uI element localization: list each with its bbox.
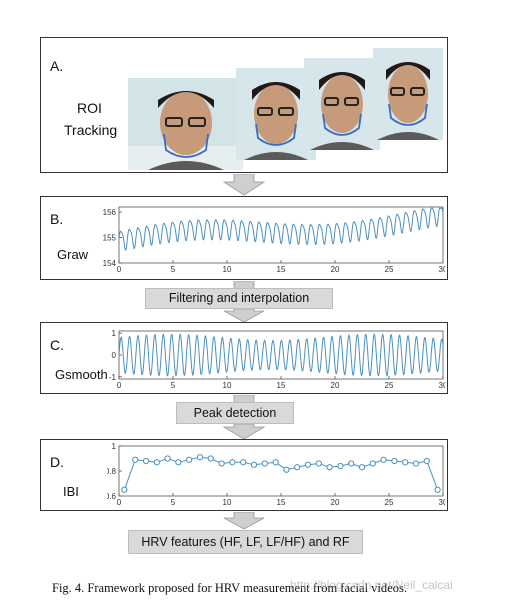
step-peak-detection: Peak detection [176, 402, 294, 424]
ibi-point [175, 459, 182, 466]
graw-chart: 0 5 10 15 20 25 30 154 155 156 [103, 206, 445, 274]
gsmooth-y-tick-label: -1 [109, 373, 117, 382]
ibi-point [423, 457, 430, 465]
graw-x-tick-label: 10 [223, 265, 232, 274]
panel-graw: B. Graw 0 5 10 15 20 25 30 154 155 156 [40, 196, 448, 280]
ibi-point [207, 455, 214, 462]
ibi-point [229, 459, 236, 466]
ibi-point [196, 454, 204, 461]
ibi-point [132, 456, 139, 463]
panel-d-letter: D. [50, 454, 64, 470]
ibi-point [186, 456, 193, 463]
ibi-point [164, 455, 171, 462]
ibi-point [272, 459, 279, 466]
down-arrow-icon [222, 424, 266, 440]
ibi-x-tick-label: 5 [171, 498, 176, 507]
watermark: http://blog.csdn.net/Neil_calcai [290, 578, 453, 592]
face-frame-3 [304, 58, 380, 150]
ibi-point [380, 456, 387, 463]
graw-x-tick-label: 30 [439, 265, 445, 274]
face-frame-2 [236, 68, 316, 160]
ibi-x-tick-label: 20 [331, 498, 340, 507]
panel-roi-tracking: A. ROI Tracking [40, 37, 448, 173]
ibi-y-tick-label: 0.6 [107, 492, 117, 501]
ibi-point [391, 457, 398, 465]
down-arrow-icon [233, 395, 255, 405]
ibi-point [142, 457, 150, 465]
ibi-point [348, 460, 355, 467]
graw-y-tick-label: 155 [103, 234, 117, 243]
ibi-x-tick-label: 25 [385, 498, 394, 507]
graw-y-tick-label: 154 [103, 259, 117, 268]
graw-x-tick-label: 5 [171, 265, 176, 274]
step-filtering-interpolation: Filtering and interpolation [145, 288, 333, 309]
graw-x-tick-label: 15 [277, 265, 286, 274]
step-hrv-features: HRV features (HF, LF, LF/HF) and RF [128, 530, 363, 554]
panel-gsmooth: C. Gsmooth 05101520253010-1 [40, 322, 448, 394]
ibi-x-tick-label: 30 [439, 498, 445, 507]
panel-a-title-line1: ROI [77, 100, 102, 116]
gsmooth-x-tick-label: 10 [223, 381, 232, 390]
panel-d-signal-label: IBI [63, 484, 79, 499]
gsmooth-x-tick-label: 15 [277, 381, 286, 390]
ibi-point [240, 459, 247, 466]
ibi-x-tick-label: 10 [223, 498, 232, 507]
gsmooth-chart: 05101520253010-1 [109, 329, 445, 390]
ibi-point [261, 460, 268, 467]
panel-c-signal-label: Gsmooth [55, 367, 108, 382]
ibi-plot-frame [118, 445, 444, 497]
ibi-x-tick-label: 15 [277, 498, 286, 507]
ibi-point [315, 460, 322, 467]
ibi-x-tick-label: 0 [117, 498, 122, 507]
down-arrow-icon [233, 281, 255, 291]
ibi-point [250, 461, 258, 468]
graw-series-line [118, 207, 444, 251]
panel-b-signal-label: Graw [57, 247, 89, 262]
ibi-y-tick-label: 1 [112, 442, 117, 451]
ibi-point [294, 464, 301, 471]
ibi-point [337, 462, 344, 470]
ibi-point [153, 459, 160, 466]
ibi-y-tick-label: 0.8 [107, 467, 117, 476]
panel-a-letter: A. [50, 58, 64, 74]
figure-caption: Fig. 4. Framework proposed for HRV measu… [52, 581, 407, 595]
face-frame-4 [373, 48, 443, 140]
graw-x-tick-label: 25 [385, 265, 394, 274]
panel-a-title-line2: Tracking [64, 122, 118, 138]
down-arrow-icon [222, 174, 266, 196]
ibi-chart: 0 5 10 15 20 25 30 0.6 0.8 1 [107, 442, 445, 507]
panel-b-letter: B. [50, 211, 64, 227]
face-frame-1 [128, 78, 243, 170]
ibi-point [402, 459, 409, 466]
ibi-point [304, 461, 312, 468]
graw-x-tick-label: 0 [117, 265, 122, 274]
gsmooth-x-tick-label: 25 [385, 381, 394, 390]
ibi-point [369, 460, 376, 467]
graw-x-tick-label: 20 [331, 265, 340, 274]
ibi-point [326, 464, 333, 471]
down-arrow-icon [223, 309, 265, 323]
ibi-point [283, 466, 290, 473]
ibi-point [121, 486, 128, 493]
panel-c-letter: C. [50, 337, 64, 353]
graw-y-tick-label: 156 [103, 208, 117, 217]
gsmooth-series-line [118, 333, 444, 377]
down-arrow-icon [223, 512, 265, 530]
gsmooth-y-tick-label: 0 [112, 351, 117, 360]
gsmooth-y-tick-label: 1 [112, 329, 117, 338]
ibi-point [434, 486, 441, 493]
ibi-series-line [123, 456, 439, 490]
ibi-point [218, 460, 225, 467]
gsmooth-x-tick-label: 5 [171, 381, 176, 390]
ibi-point [358, 464, 366, 471]
panel-ibi: D. IBI 0 5 10 15 20 25 30 0.6 0.8 1 [40, 439, 448, 511]
gsmooth-x-tick-label: 0 [117, 381, 122, 390]
ibi-point [412, 460, 420, 467]
gsmooth-x-tick-label: 30 [439, 381, 445, 390]
gsmooth-x-tick-label: 20 [331, 381, 340, 390]
